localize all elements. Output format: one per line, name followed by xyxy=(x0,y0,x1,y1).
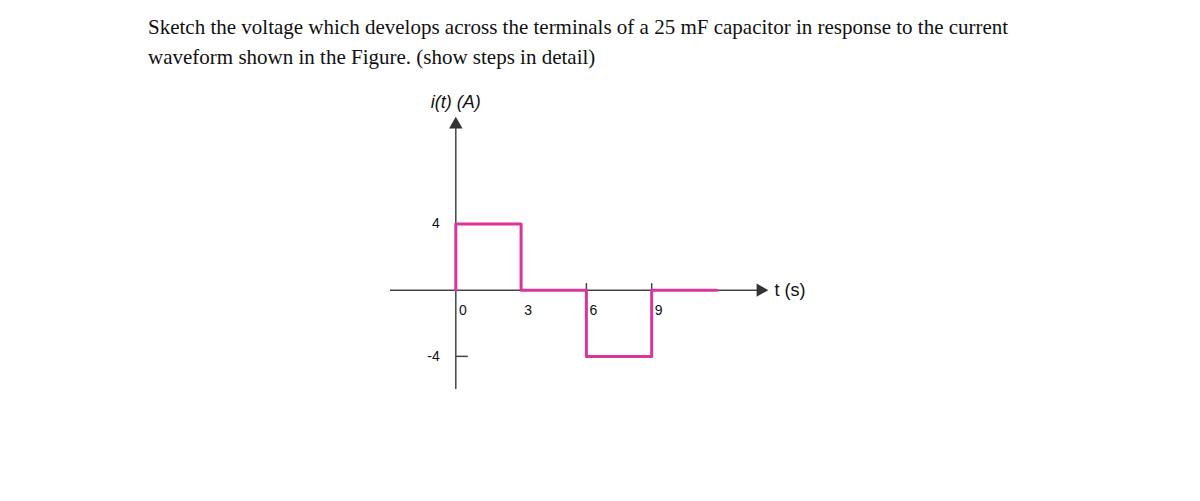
svg-text:0: 0 xyxy=(459,302,467,318)
html-text:Sketch the voltage which devel: Sketch the voltage which develops across… xyxy=(148,15,1009,69)
svg-text:t (s): t (s) xyxy=(775,280,806,300)
svg-text:i(t) (A): i(t) (A) xyxy=(431,92,481,112)
svg-text:4: 4 xyxy=(432,215,440,231)
svg-text:6: 6 xyxy=(589,302,597,318)
svg-text:-4: -4 xyxy=(427,348,440,364)
svg-text:9: 9 xyxy=(655,302,663,318)
svg-text:3: 3 xyxy=(524,302,532,318)
